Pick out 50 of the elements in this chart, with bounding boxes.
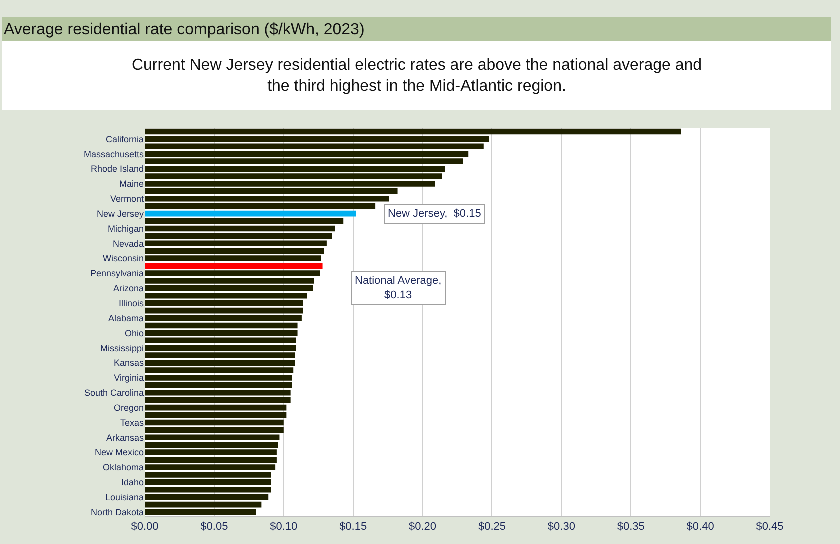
- y-tick-label: Oregon: [114, 402, 144, 413]
- x-tick-label: $0.15: [340, 521, 368, 534]
- y-tick-label: Arkansas: [106, 432, 144, 443]
- y-tick-label: Idaho: [121, 478, 144, 488]
- x-tick-label: $0.20: [409, 521, 437, 534]
- y-tick-label: Texas: [120, 418, 144, 428]
- y-tick-label: Maine: [119, 179, 144, 190]
- y-tick-label: Pennsylvania: [90, 268, 144, 279]
- y-tick-label: Oklahoma: [102, 462, 144, 473]
- y-tick-label: Michigan: [108, 224, 144, 234]
- chart-title: Average residential rate comparison ($/kWh, 2023): [4, 22, 365, 38]
- y-tick-label: New Jersey: [96, 208, 144, 219]
- y-tick-label: Louisiana: [105, 492, 144, 502]
- x-tick-label: $0.25: [478, 521, 506, 534]
- x-tick-label: $0.00: [131, 521, 159, 534]
- y-tick-label: Virginia: [114, 373, 144, 384]
- annotation: New Jersey, $0.15: [388, 208, 482, 220]
- y-tick-label: California: [106, 134, 144, 144]
- y-tick-label: Ohio: [124, 328, 144, 338]
- y-tick-label: Nevada: [112, 238, 144, 249]
- bar: [145, 210, 356, 217]
- bar: [145, 322, 298, 329]
- bar: [145, 263, 323, 269]
- bar: [145, 420, 284, 426]
- x-tick-label: $0.40: [686, 521, 714, 534]
- bar: [145, 226, 336, 232]
- y-tick-label: Vermont: [110, 194, 144, 204]
- y-tick-label: Rhode Island: [90, 164, 144, 174]
- annotation: National Average, $0.13: [355, 275, 442, 302]
- bar: [145, 218, 344, 224]
- y-tick-label: Mississippi: [100, 343, 144, 354]
- x-tick-label: $0.10: [270, 521, 298, 534]
- x-tick-label: $0.35: [617, 521, 645, 534]
- y-tick-label: New Mexico: [94, 448, 144, 458]
- y-tick-label: Massachusetts: [84, 149, 144, 160]
- bar: [145, 509, 256, 516]
- bar: [145, 412, 287, 418]
- y-tick-label: Alabama: [108, 313, 144, 324]
- x-tick-label: $0.45: [756, 521, 784, 534]
- y-tick-label: North Dakota: [90, 507, 144, 518]
- y-tick-label: South Carolina: [84, 388, 144, 398]
- x-tick-label: $0.30: [548, 521, 576, 534]
- y-tick-label: Kansas: [114, 358, 144, 368]
- y-tick-label: Arizona: [113, 284, 144, 294]
- bar: [145, 315, 302, 322]
- y-tick-label: Illinois: [118, 298, 144, 308]
- y-tick-label: Wisconsin: [102, 254, 144, 264]
- x-tick-label: $0.05: [200, 521, 228, 534]
- chart-subtitle: Current New Jersey residential electric rates are above the national average and the third highest in the Mid-Atlantic region.: [132, 57, 702, 95]
- bar: [145, 128, 682, 135]
